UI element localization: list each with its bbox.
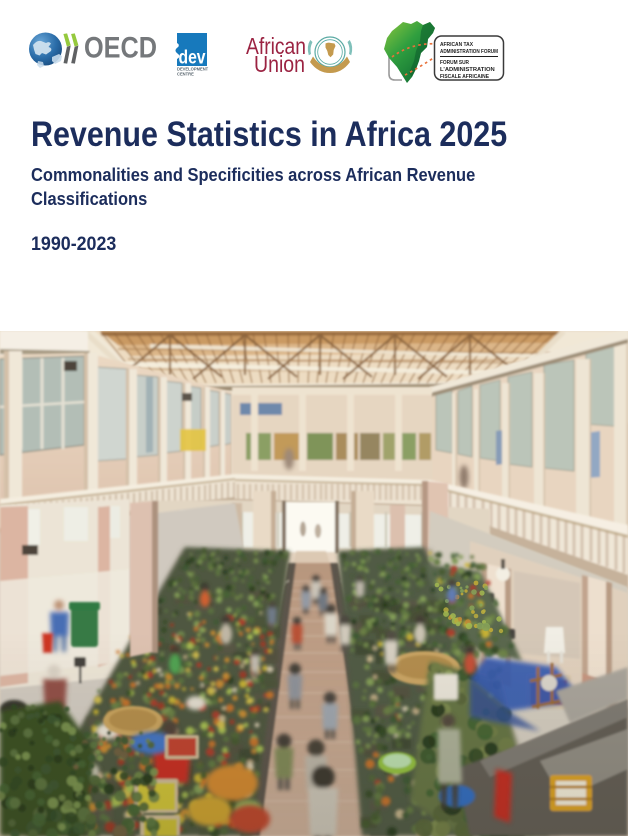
svg-text:ADMINISTRATION FORUM: ADMINISTRATION FORUM xyxy=(440,49,498,55)
svg-text:CENTRE: CENTRE xyxy=(177,72,194,77)
svg-text:dev: dev xyxy=(179,48,206,69)
svg-text:FORUM SUR: FORUM SUR xyxy=(440,60,470,66)
svg-text:L’ADMINISTRATION: L’ADMINISTRATION xyxy=(440,67,495,73)
svg-text:Union: Union xyxy=(254,51,305,77)
svg-text:AFRICAN TAX: AFRICAN TAX xyxy=(440,42,473,48)
svg-text:DEVELOPMENT: DEVELOPMENT xyxy=(177,67,209,72)
svg-text:FISCALE AFRICAINE: FISCALE AFRICAINE xyxy=(440,74,489,80)
svg-text:OECD: OECD xyxy=(84,32,157,65)
svg-text:African: African xyxy=(246,33,306,59)
